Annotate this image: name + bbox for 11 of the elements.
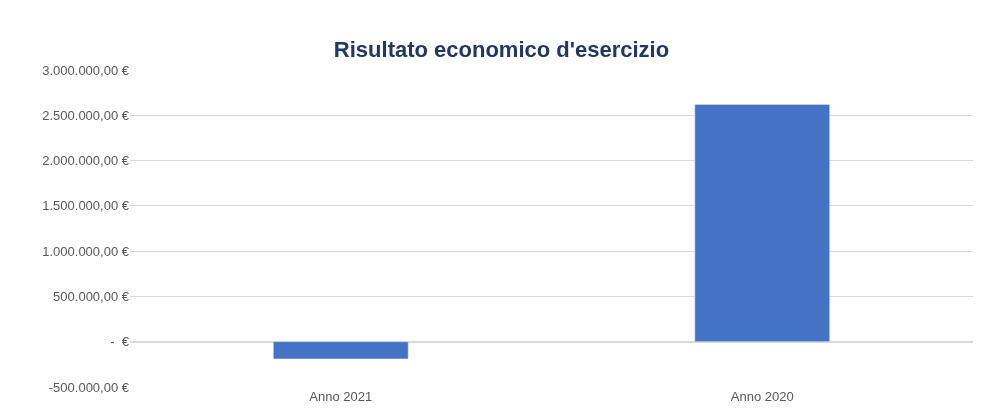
y-tick-label: 1.000.000,00 € [42,243,130,259]
y-tick-label: 1.500.000,00 € [42,198,130,214]
y-tick-label: -500.000,00 € [48,379,130,395]
x-tick-label: Anno 2020 [730,389,794,404]
x-tick-label: Anno 2021 [309,389,373,404]
y-tick-label: 3.000.000,00 € [42,62,130,78]
y-tick-label: 2.500.000,00 € [42,107,130,123]
y-tick-label: 500.000,00 € [53,288,130,304]
y-tick-label: 2.000.000,00 € [42,153,130,169]
chart-title: Risultato economico d'esercizio [333,37,670,63]
y-tick-label: - € [110,334,130,350]
